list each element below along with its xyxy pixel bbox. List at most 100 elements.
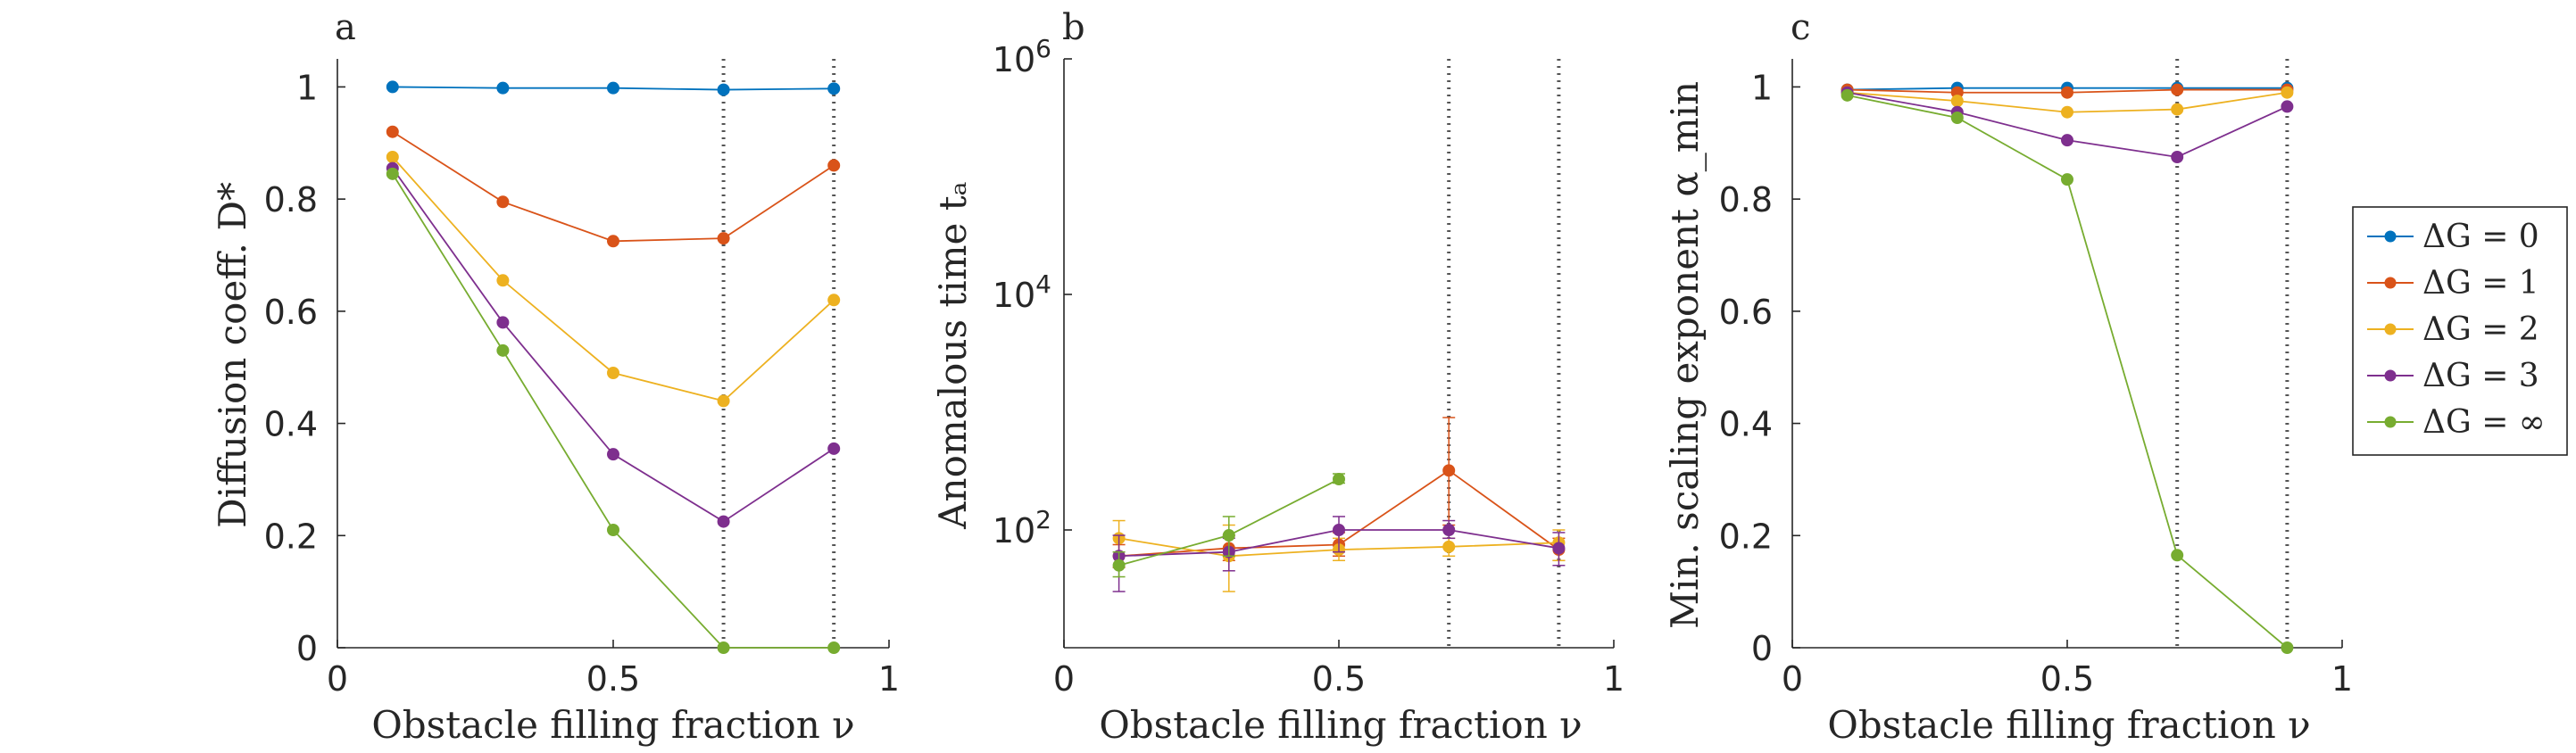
- panel-c-ytick-label: 0: [1751, 629, 1773, 668]
- panel-c-series-dGinf-point: [2171, 549, 2184, 562]
- panel-a-series-dG2-point: [496, 274, 510, 287]
- panel-b-series-dG3-point: [1552, 542, 1566, 555]
- legend-label-dG0: ΔG = 0: [2422, 219, 2539, 255]
- panel-a-ytick-label: 0: [296, 629, 318, 668]
- panel-a-ytick-label: 0.6: [264, 293, 318, 332]
- legend-marker-dGinf: [2384, 416, 2397, 428]
- panel-b-series-dG3-point: [1333, 524, 1345, 536]
- panel-a-series-dGinf-point: [717, 641, 730, 654]
- panel-c-xtick-label: 0: [1782, 659, 1803, 699]
- panel-a-series-dG2-point: [607, 367, 619, 379]
- panel-c-series-dG3-point: [2061, 134, 2073, 147]
- panel-a-xlabel: Obstacle filling fraction ν: [371, 703, 854, 747]
- panel-c-ytick-label: 0.6: [1719, 293, 1773, 332]
- panel-a-series-dG0-point: [827, 82, 841, 95]
- panel-c-ytick-label: 0.4: [1719, 405, 1773, 444]
- panel-a-series-dG1-point: [827, 159, 841, 172]
- panel-c-min-scaling-exponent: 0 0.5 1 0 0.2 0.4 0.6 0.8 1: [1719, 59, 2353, 699]
- panel-a-series-dG3-point: [607, 448, 619, 461]
- panel-c-series-dGinf-point: [1950, 112, 1964, 124]
- legend: ΔG = 0 ΔG = 1 ΔG = 2 ΔG = 3 ΔG = ∞: [2352, 206, 2568, 456]
- panel-b-ylabel: Anomalous time tₐ: [931, 181, 975, 530]
- panel-b-ytick-exponent: 6: [1035, 34, 1051, 63]
- panel-b-ytick-base: 10: [993, 276, 1035, 315]
- panel-c-series-dGinf-point: [1841, 88, 1854, 102]
- panel-b-xtick-label: 0.5: [1312, 659, 1366, 699]
- panel-c-ytick-label: 1: [1751, 68, 1773, 107]
- panel-c-ytick-label: 0.8: [1719, 180, 1773, 219]
- panel-b-series-dG3-point: [1442, 524, 1456, 536]
- panel-a-series-dG1-point: [717, 232, 730, 245]
- panel-c-series-dG2-point: [2061, 105, 2073, 119]
- legend-marker-dG0: [2384, 230, 2397, 243]
- panel-b-xlabel: Obstacle filling fraction ν: [1099, 703, 1582, 747]
- panel-b-series-dGinf-point: [1333, 473, 1345, 486]
- panel-c-xtick-label: 0.5: [2040, 659, 2094, 699]
- panel-b-ytick-base: 10: [993, 511, 1035, 550]
- panel-c-ylabel: Min. scaling exponent α_min: [1663, 81, 1707, 629]
- panel-a-series-dG2-point: [386, 151, 399, 163]
- panel-a-series-dG1-point: [607, 235, 619, 248]
- panel-a-xtick-label: 1: [878, 659, 900, 699]
- legend-label-dG1: ΔG = 1: [2422, 265, 2539, 302]
- panel-a-series-dG3-point: [827, 442, 841, 455]
- panel-b-ytick-label: 102: [993, 505, 1051, 550]
- panel-a-diffusion-coefficient: 0 0.5 1 0 0.2 0.4 0.6 0.8 1: [264, 59, 900, 699]
- panel-a-ytick-label: 0.8: [264, 180, 318, 219]
- panel-b-ytick-exponent: 4: [1035, 269, 1051, 299]
- panel-letter-a: a: [335, 7, 356, 48]
- panel-a-series-dG3-point: [717, 515, 730, 528]
- panel-c-series-dG1-point: [2171, 83, 2184, 96]
- panel-a-series-dG0-point: [717, 83, 730, 96]
- panel-c-series-dG1-point: [2061, 86, 2073, 99]
- panel-a-ylabel: Diffusion coeff. D*: [211, 182, 254, 528]
- legend-label-dG2: ΔG = 2: [2422, 311, 2539, 348]
- panel-a-series-dG0-point: [386, 80, 399, 94]
- panel-a-series-dGinf-point: [607, 524, 619, 536]
- panel-a-series-dGinf-point: [386, 167, 399, 180]
- legend-label-dG3: ΔG = 3: [2422, 358, 2539, 394]
- panel-b-series-dGinf-point: [1112, 559, 1126, 572]
- panel-c-ytick-label: 0.2: [1719, 517, 1773, 556]
- panel-c-series-dG2-point: [2281, 86, 2294, 99]
- legend-marker-dG3: [2384, 369, 2397, 382]
- panel-c-xtick-label: 1: [2331, 659, 2353, 699]
- panel-b-series-dGinf-point: [1222, 529, 1235, 542]
- panel-b-xtick-label: 1: [1603, 659, 1625, 699]
- panel-a-series-dG1-point: [496, 195, 510, 209]
- panel-a-xtick-label: 0: [327, 659, 348, 699]
- panel-a-series-dGinf-point: [496, 343, 510, 357]
- panel-a-xtick-label: 0.5: [586, 659, 640, 699]
- panel-c-series-dGinf-point: [2061, 173, 2073, 186]
- panel-a-series-dG3-line: [392, 168, 835, 523]
- panel-b-series-dG1-point: [1442, 464, 1456, 477]
- panel-a-series-dG1-line: [392, 130, 835, 243]
- panel-c-series-dGinf-point: [2281, 641, 2294, 654]
- panel-a-series-dG3-point: [496, 316, 510, 329]
- panel-b-ytick-base: 10: [993, 40, 1035, 79]
- panel-c-xlabel: Obstacle filling fraction ν: [1827, 703, 2310, 747]
- panel-c-series-dG3-point: [2171, 151, 2184, 163]
- panel-b-series-dG2-point: [1442, 540, 1456, 553]
- panel-letter-b: b: [1062, 7, 1085, 48]
- panel-a-ytick-label: 0.2: [264, 517, 318, 556]
- panel-a-ytick-label: 1: [296, 68, 318, 107]
- panel-a-series-dG0-point: [607, 81, 619, 95]
- panel-b-ytick-exponent: 2: [1035, 505, 1051, 534]
- panel-a-series-dG0-point: [496, 81, 510, 95]
- panel-b-ytick-label: 106: [993, 34, 1051, 79]
- panel-c-series-dG2-point: [1950, 95, 1964, 108]
- panel-a-series-dG1-point: [386, 125, 399, 138]
- panel-a-series-dG2-point: [717, 394, 730, 408]
- panel-a-series-dGinf-point: [827, 641, 841, 654]
- legend-marker-dG1: [2384, 277, 2397, 289]
- panel-b-ytick-label: 104: [993, 269, 1051, 315]
- panel-b-xtick-label: 0: [1053, 659, 1075, 699]
- legend-label-dGinf: ΔG = ∞: [2422, 404, 2546, 441]
- panel-letter-c: c: [1791, 7, 1810, 48]
- panel-c-series-dG3-point: [2281, 100, 2294, 113]
- panel-a-ytick-label: 0.4: [264, 405, 318, 444]
- panel-c-series-dG2-point: [2171, 103, 2184, 116]
